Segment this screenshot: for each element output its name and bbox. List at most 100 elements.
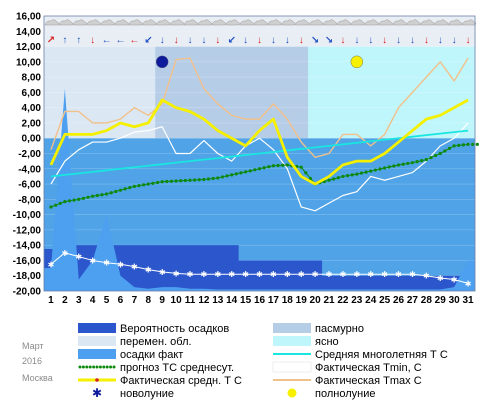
wind-arrow-icon: ↓ [424, 35, 429, 46]
cloud-icon [72, 19, 87, 26]
snow-star: ✱ [367, 270, 374, 279]
wind-arrow-icon: ↓ [354, 35, 359, 46]
cloud-icon [350, 19, 365, 26]
meta-month: Март [22, 341, 44, 351]
x-axis: 1 2 3 4 5 6 7 8 9 10 11 12 13 14 15 16 17 18 19 20 21 22 23 24 2… [48, 295, 474, 306]
forecast-dot [58, 201, 62, 206]
sky-day-22 [335, 31, 351, 139]
forecast-dot [359, 171, 364, 175]
x-tick-label: 19 [296, 295, 308, 306]
cloud-icon [419, 19, 435, 26]
legend-label: Фактическая Tmax C [315, 375, 422, 387]
legend-label: Фактическая Tmin, C [315, 362, 422, 374]
x-tick-label: 15 [240, 295, 252, 306]
forecast-dot [457, 143, 461, 147]
sky-day-20 [308, 31, 323, 139]
forecast-dot [211, 176, 215, 181]
snow-star: ✱ [159, 268, 166, 277]
sky-day-19 [294, 31, 309, 139]
forecast-dot [443, 149, 447, 153]
forecast-dot [281, 163, 285, 167]
norm-line [50, 129, 469, 178]
forecast-dot [63, 200, 67, 204]
legend-swatch-dot [109, 365, 113, 369]
snow-star: ✱ [409, 270, 416, 279]
legend-swatch [273, 323, 311, 333]
cloud-icon [364, 19, 379, 26]
sky-day-30 [447, 31, 462, 139]
cloud-icon [114, 19, 129, 26]
x-tick-label: 21 [323, 295, 335, 306]
y-tick-label: 8,00 [22, 73, 42, 84]
legend-item: ✱ новолуние [92, 386, 174, 400]
forecast-dot [234, 172, 238, 176]
legend-swatch-dot [98, 365, 102, 369]
wind-arrow-icon: ↓ [410, 35, 415, 46]
cloud-icon [322, 19, 338, 26]
wind-arrow-icon: ↓ [452, 35, 457, 46]
forecast-dot [114, 189, 118, 194]
precip-probability-area [44, 229, 475, 291]
sky-day-29 [433, 31, 448, 139]
legend-label: пасмурно [315, 323, 364, 335]
snow-star: ✱ [173, 269, 180, 278]
legend-swatch-dot [105, 365, 109, 369]
forecast-dot [434, 153, 438, 158]
snow-star: ✱ [62, 249, 69, 258]
y-tick-label: 16,00 [16, 12, 41, 23]
forecast-dot [220, 175, 225, 179]
forecast-dot [466, 142, 470, 146]
sky-day-16 [252, 31, 267, 139]
forecast-dot [86, 195, 90, 199]
cloud-icon [294, 19, 310, 26]
forecast-dot [151, 181, 155, 185]
wind-arrow-icon: ↓ [215, 35, 220, 46]
y-tick-label: 6,00 [22, 88, 42, 99]
cloud-icon [378, 19, 393, 26]
tmin-line [50, 122, 469, 212]
meta-city: Москва [22, 373, 53, 383]
y-tick-label: 4,00 [22, 103, 42, 114]
forecast-dot [392, 164, 396, 168]
meta-year: 2016 [22, 356, 42, 366]
x-tick-label: 10 [171, 295, 183, 306]
x-tick-label: 23 [351, 295, 363, 306]
forecast-dot [285, 163, 289, 167]
snow-line [50, 252, 469, 284]
sky-day-23 [349, 31, 365, 139]
legend-item: прогноз ТС среднесут. [78, 362, 234, 374]
sky-day-3 [71, 31, 87, 139]
sky-day-13 [210, 31, 226, 139]
forecast-dot [276, 163, 280, 168]
forecast-dot [155, 180, 160, 185]
sky-day-26 [391, 31, 406, 139]
forecast-dot [396, 163, 401, 167]
legend-swatch [78, 349, 116, 359]
forecast-dot [475, 142, 479, 146]
legend: Вероятность осадков пасмурно перемен. обл.… [78, 323, 448, 400]
sky-day-7 [127, 31, 142, 139]
y-tick-label: -6,00 [18, 180, 41, 191]
forecast-dot [53, 203, 58, 207]
y-tick-label: -12,00 [13, 225, 42, 236]
cloud-icon [128, 19, 143, 26]
x-tick-label: 30 [449, 295, 461, 306]
snow-star: ✱ [48, 260, 55, 269]
forecast-dot [243, 170, 248, 174]
wind-arrow-icon: ↓ [187, 35, 192, 46]
snow-star: ✱ [353, 270, 360, 279]
full-moon-marker [350, 55, 364, 69]
forecast-dot [415, 160, 419, 164]
sky-day-18 [280, 31, 295, 139]
y-tick-label: -20,00 [13, 287, 42, 298]
forecast-dot [410, 161, 415, 165]
forecast-dot [183, 178, 187, 183]
forecast-dot [104, 192, 109, 196]
x-tick-label: 4 [90, 295, 96, 306]
snow-star: ✱ [214, 270, 221, 279]
y-tick-label: -18,00 [13, 271, 42, 282]
forecast-dot [81, 196, 85, 200]
forecast-dot [345, 174, 350, 178]
x-tick-label: 13 [212, 295, 224, 306]
